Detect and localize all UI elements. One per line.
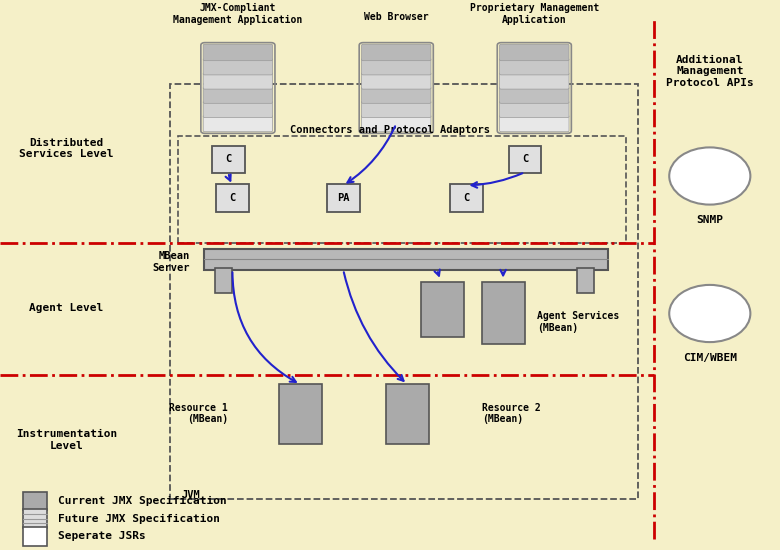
Text: JVM: JVM [181,490,200,500]
Bar [386,384,429,444]
Text: C: C [225,155,232,164]
FancyBboxPatch shape [500,45,569,60]
FancyBboxPatch shape [203,87,273,103]
Text: Proprietary Management
Application: Proprietary Management Application [470,3,599,25]
Bar [482,282,525,344]
Text: Resource 1
(MBean): Resource 1 (MBean) [169,403,228,425]
FancyBboxPatch shape [362,116,431,132]
Text: Agent Services
(MBean): Agent Services (MBean) [537,311,619,333]
Text: Future JMX Specification: Future JMX Specification [58,514,221,524]
Bar [212,146,245,173]
Bar [215,268,232,293]
Bar [23,527,47,546]
Text: C: C [522,155,528,164]
Bar [178,136,626,243]
FancyBboxPatch shape [500,101,569,118]
Text: C: C [463,193,470,203]
FancyBboxPatch shape [500,116,569,132]
FancyBboxPatch shape [203,58,273,75]
FancyBboxPatch shape [500,73,569,89]
Bar [509,146,541,173]
Bar [23,509,47,528]
FancyBboxPatch shape [362,73,431,89]
Text: JMX-Compliant
Management Application: JMX-Compliant Management Application [173,3,303,25]
FancyBboxPatch shape [362,45,431,60]
Text: Additional
Management
Protocol APIs: Additional Management Protocol APIs [666,55,753,88]
FancyBboxPatch shape [362,87,431,103]
FancyBboxPatch shape [500,58,569,75]
Bar [421,282,464,337]
Bar [577,268,594,293]
Circle shape [669,285,750,342]
Text: Instrumentation
Level: Instrumentation Level [16,429,117,451]
Bar [23,492,47,510]
Text: Seperate JSRs: Seperate JSRs [58,531,147,541]
Text: Resource 2
(MBean): Resource 2 (MBean) [482,403,541,425]
Text: MBean
Server: MBean Server [153,251,190,273]
Text: SNMP: SNMP [697,215,723,225]
FancyBboxPatch shape [203,101,273,118]
Text: Web Browser: Web Browser [364,12,428,21]
Circle shape [669,147,750,205]
Text: Distributed
Services Level: Distributed Services Level [19,138,114,160]
FancyBboxPatch shape [203,73,273,89]
FancyBboxPatch shape [203,116,273,132]
Bar [170,84,638,499]
Bar [279,384,322,444]
Bar [450,184,483,212]
FancyBboxPatch shape [362,58,431,75]
Text: CIM/WBEM: CIM/WBEM [682,353,737,362]
Bar [216,184,249,212]
Bar [327,184,360,212]
FancyBboxPatch shape [203,45,273,60]
Text: Connectors and Protocol Adaptors: Connectors and Protocol Adaptors [290,125,490,135]
Bar [204,249,608,270]
FancyBboxPatch shape [500,87,569,103]
FancyBboxPatch shape [362,101,431,118]
Text: PA: PA [337,193,349,203]
Text: C: C [229,193,236,203]
Text: Agent Level: Agent Level [29,303,104,313]
Text: Current JMX Specification: Current JMX Specification [58,496,227,506]
